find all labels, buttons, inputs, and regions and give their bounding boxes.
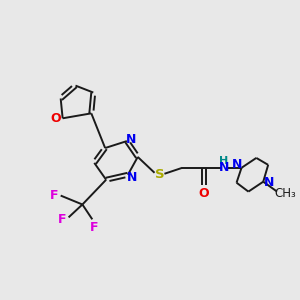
Text: F: F	[90, 221, 98, 234]
Text: N: N	[232, 158, 243, 171]
Text: O: O	[199, 187, 209, 200]
Text: S: S	[155, 168, 164, 181]
Text: CH₃: CH₃	[274, 187, 296, 200]
Text: N: N	[127, 171, 137, 184]
Text: N: N	[264, 176, 274, 189]
Text: O: O	[50, 112, 61, 125]
Text: N: N	[218, 161, 229, 174]
Text: F: F	[57, 213, 66, 226]
Text: N: N	[126, 133, 136, 146]
Text: H: H	[219, 156, 228, 166]
Text: F: F	[50, 189, 58, 202]
